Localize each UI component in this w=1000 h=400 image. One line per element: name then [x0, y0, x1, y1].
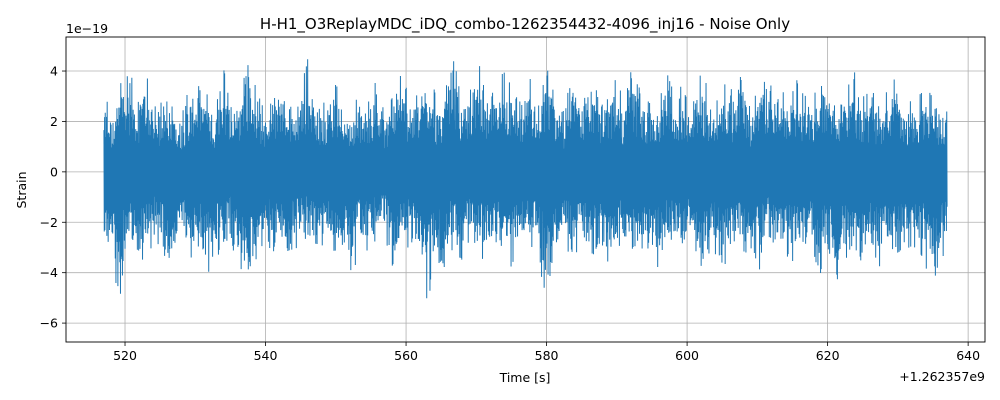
- x-tick-label: 520: [113, 348, 137, 363]
- noise-series: [103, 59, 948, 299]
- y-tick-label: −4: [40, 265, 58, 280]
- strain-line: [103, 59, 948, 299]
- x-axis-ticks: 520 540 560 580 600 620 640: [113, 342, 980, 363]
- plot-frame: [65, 36, 986, 343]
- x-tick-label: 580: [535, 348, 559, 363]
- x-tick-label: 540: [254, 348, 278, 363]
- x-tick-label: 620: [816, 348, 840, 363]
- y-tick-label: 4: [50, 64, 58, 79]
- y-scale-label: 1e−19: [66, 21, 108, 36]
- y-tick-label: −6: [40, 316, 58, 331]
- x-tick-label: 560: [394, 348, 418, 363]
- x-tick-label: 600: [675, 348, 699, 363]
- x-offset-label: +1.262357e9: [899, 369, 985, 384]
- chart-title: H-H1_O3ReplayMDC_iDQ_combo-1262354432-40…: [260, 15, 790, 34]
- y-axis-title: Strain: [14, 171, 29, 208]
- y-tick-label: 2: [50, 114, 58, 129]
- x-tick-label: 640: [956, 348, 980, 363]
- y-axis-ticks: −6 −4 −2 0 2 4: [40, 64, 66, 331]
- y-tick-label: −2: [40, 215, 58, 230]
- x-axis-title: Time [s]: [499, 370, 551, 385]
- y-tick-label: 0: [50, 164, 58, 179]
